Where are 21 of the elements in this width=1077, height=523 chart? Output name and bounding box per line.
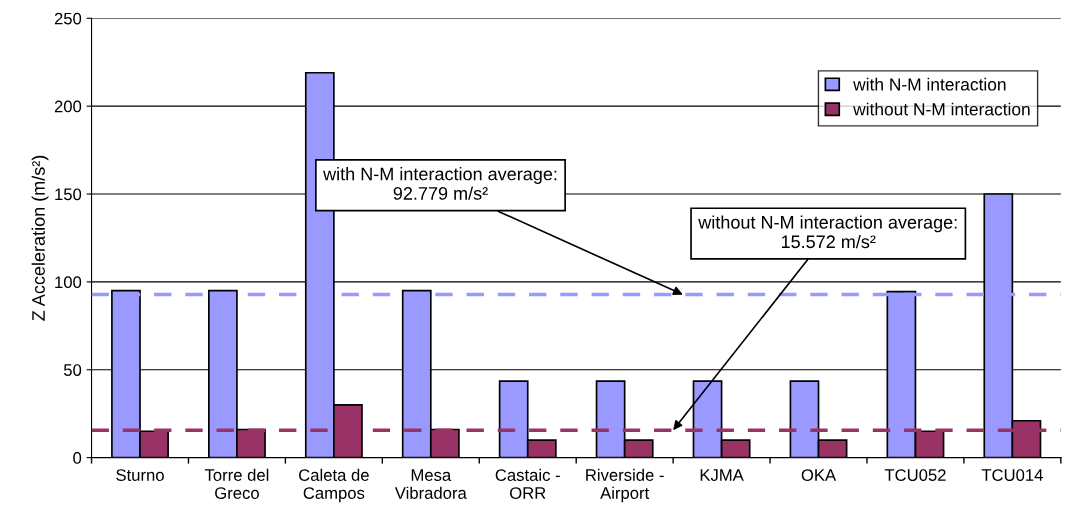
y-tick-label: 0 [73,452,82,464]
x-tick-label: KJMA [700,469,744,481]
legend-label: with N-M interaction [853,77,1006,91]
x-tick-label: Sturno [116,469,164,481]
x-tick-label: Torre del Greco [204,468,269,499]
ref-line-label: without N-M interaction average: 15.572 m/s² [698,215,957,249]
x-tick-label: OKA [801,469,837,481]
x-tick-label: Mesa Vibradora [394,469,467,499]
y-tick-label: 150 [55,188,82,201]
ref-line-label: with N-M interaction average: 92.779 m/s² [323,167,557,200]
x-tick-label: TCU052 [884,469,946,481]
x-tick-label: Castaic - ORR [495,468,560,499]
x-tick-label: TCU014 [981,469,1043,481]
x-tick-label: Caleta de Campos [299,468,369,503]
legend-label: without N-M interaction [853,102,1030,116]
y-tick-label: 200 [54,100,82,113]
y-tick-label: 250 [54,12,82,25]
x-tick-label: Riverside - Airport [586,468,664,503]
y-tick-label: 100 [55,276,82,289]
y-tick-label: 50 [63,364,82,376]
y-axis-title: Z Acceleration (m/s²) [31,155,49,321]
